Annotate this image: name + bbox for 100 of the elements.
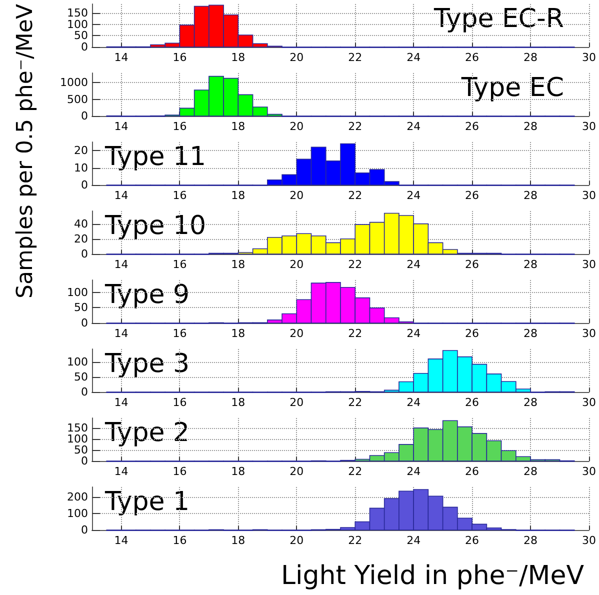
x-tick-label: 18 xyxy=(231,396,246,409)
y-tick-label: 50 xyxy=(74,443,88,456)
x-tick-label: 16 xyxy=(172,327,187,340)
y-tick-label: 100 xyxy=(67,286,88,299)
x-tick-label: 24 xyxy=(406,327,421,340)
y-tick-label: 50 xyxy=(74,370,88,384)
x-tick-label: 30 xyxy=(582,534,596,547)
x-tick-label: 22 xyxy=(348,396,362,409)
x-tick-label: 26 xyxy=(465,51,480,64)
x-tick-label: 26 xyxy=(465,120,480,133)
x-tick-label: 24 xyxy=(406,396,421,409)
y-tick-label: 10 xyxy=(74,161,88,174)
x-tick-label: 24 xyxy=(406,189,421,202)
x-tick-label: 22 xyxy=(348,534,362,547)
x-tick-label: 28 xyxy=(524,327,538,340)
x-axis-title: Light Yield in phe⁻/MeV xyxy=(281,561,584,591)
x-tick-label: 26 xyxy=(465,258,480,271)
x-tick-label: 20 xyxy=(290,534,304,547)
y-tick-label: 500 xyxy=(67,92,88,106)
x-tick-label: 20 xyxy=(290,327,304,340)
x-tick-label: 18 xyxy=(231,51,246,64)
x-tick-label: 18 xyxy=(231,189,246,202)
x-tick-label: 16 xyxy=(172,396,187,409)
x-tick-label: 16 xyxy=(172,258,187,271)
x-tick-label: 14 xyxy=(114,51,128,64)
x-tick-label: 20 xyxy=(290,51,304,64)
x-tick-label: 30 xyxy=(582,396,596,409)
x-tick-label: 20 xyxy=(290,189,304,202)
x-tick-label: 26 xyxy=(465,465,480,478)
y-tick-label: 0 xyxy=(81,178,88,192)
y-tick-label: 150 xyxy=(67,421,88,434)
x-tick-label: 22 xyxy=(348,189,362,202)
x-tick-label: 24 xyxy=(406,51,421,64)
x-tick-label: 28 xyxy=(524,189,538,202)
x-tick-label: 24 xyxy=(406,120,421,133)
y-tick-label: 150 xyxy=(67,6,88,20)
y-tick-label: 200 xyxy=(67,490,88,504)
x-tick-label: 22 xyxy=(348,120,362,133)
x-tick-label: 30 xyxy=(582,189,596,202)
x-tick-label: 16 xyxy=(172,465,187,478)
x-tick-label: 14 xyxy=(114,327,128,340)
chart-title: Type 10 xyxy=(104,211,206,241)
x-tick-label: 28 xyxy=(524,465,538,478)
y-tick-label: 100 xyxy=(67,506,88,520)
x-tick-label: 14 xyxy=(114,258,128,271)
y-tick-label: 0 xyxy=(81,248,88,260)
y-tick-label: 0 xyxy=(81,316,88,330)
y-tick-label: 50 xyxy=(74,29,88,42)
y-tick-label: 0 xyxy=(81,386,88,398)
y-tick-label: 0 xyxy=(81,40,88,54)
x-tick-label: 24 xyxy=(406,534,421,547)
x-tick-label: 16 xyxy=(172,534,187,547)
x-tick-label: 14 xyxy=(114,465,128,478)
x-tick-label: 20 xyxy=(290,465,304,478)
x-tick-label: 30 xyxy=(582,327,596,340)
x-tick-label: 18 xyxy=(231,258,246,271)
x-tick-label: 28 xyxy=(524,534,538,547)
x-tick-label: 28 xyxy=(524,120,538,133)
x-tick-label: 24 xyxy=(406,258,421,271)
y-tick-label: 20 xyxy=(74,232,88,246)
x-tick-label: 14 xyxy=(114,120,128,133)
x-tick-label: 18 xyxy=(231,120,246,133)
x-tick-label: 28 xyxy=(524,51,538,64)
x-tick-label: 18 xyxy=(231,327,246,340)
y-tick-label: 100 xyxy=(67,18,88,31)
x-tick-label: 22 xyxy=(348,51,362,64)
x-tick-label: 30 xyxy=(582,120,596,133)
y-tick-label: 20 xyxy=(74,144,88,158)
x-tick-label: 26 xyxy=(465,189,480,202)
x-tick-label: 26 xyxy=(465,396,480,409)
y-tick-label: 1000 xyxy=(60,76,88,90)
x-tick-label: 14 xyxy=(114,396,128,409)
x-tick-label: 16 xyxy=(172,189,187,202)
chart-title: Type EC xyxy=(460,73,564,103)
y-tick-label: 0 xyxy=(81,110,88,122)
x-tick-label: 16 xyxy=(172,51,187,64)
x-tick-label: 14 xyxy=(114,534,128,547)
y-tick-label: 0 xyxy=(81,454,88,468)
x-tick-label: 22 xyxy=(348,465,362,478)
x-tick-label: 22 xyxy=(348,327,362,340)
x-tick-label: 18 xyxy=(231,465,246,478)
x-tick-label: 18 xyxy=(231,534,246,547)
x-tick-label: 30 xyxy=(582,465,596,478)
x-tick-label: 30 xyxy=(582,51,596,64)
chart-title: Type 11 xyxy=(104,142,206,172)
x-tick-label: 14 xyxy=(114,189,128,202)
x-tick-label: 16 xyxy=(172,120,187,133)
x-tick-label: 20 xyxy=(290,120,304,133)
y-tick-label: 50 xyxy=(74,301,88,314)
x-tick-label: 24 xyxy=(406,465,421,478)
y-tick-label: 0 xyxy=(81,524,88,536)
x-tick-label: 22 xyxy=(348,258,362,271)
y-tick-label: 100 xyxy=(67,432,88,446)
x-tick-label: 28 xyxy=(524,396,538,409)
x-tick-label: 30 xyxy=(582,258,596,271)
x-tick-label: 20 xyxy=(290,258,304,271)
y-axis-title: Samples per 0.5 phe⁻/MeV xyxy=(12,4,39,300)
y-tick-label: 40 xyxy=(74,217,88,230)
x-tick-label: 26 xyxy=(465,534,480,547)
x-tick-label: 26 xyxy=(465,327,480,340)
